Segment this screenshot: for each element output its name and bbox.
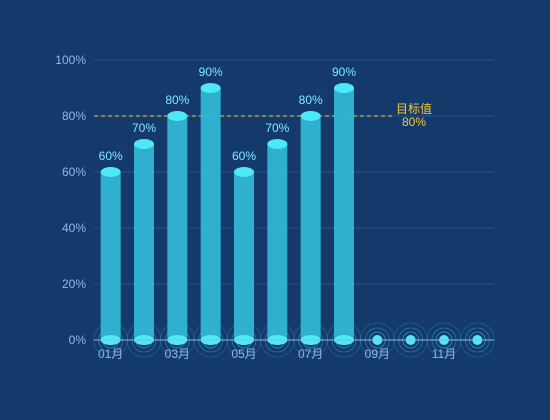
bar-top-cap: [300, 111, 321, 121]
bar-top-cap: [134, 139, 154, 149]
bars: 60% 70% 80% 90% 60% 70% 80% 90%: [99, 65, 356, 345]
bar-top-cap: [200, 83, 221, 93]
bar-top-cap: [234, 167, 254, 177]
bar-value-label: 70%: [265, 121, 289, 135]
bar-value-label: 80%: [299, 93, 323, 107]
y-tick-label: 40%: [62, 221, 86, 235]
y-tick-label: 60%: [62, 165, 86, 179]
x-tick-label: 11月: [432, 347, 456, 361]
bar-top-cap: [267, 139, 288, 149]
y-tick-label: 0%: [69, 333, 87, 347]
target-label: 目标值: [396, 101, 432, 116]
bar-value-label: 80%: [165, 93, 189, 107]
bar-value-label: 60%: [99, 149, 123, 163]
x-tick-label: 09月: [365, 347, 390, 361]
bar: [200, 88, 221, 340]
bar: [300, 116, 321, 340]
target-value-label: 80%: [402, 115, 426, 129]
bar: [234, 172, 254, 340]
bar-value-label: 90%: [199, 65, 223, 79]
x-tick-label: 05月: [231, 347, 256, 361]
y-axis-ticks: 0% 20% 40% 60% 80% 100%: [55, 53, 86, 347]
bar: [167, 116, 188, 340]
x-axis-ticks: 01月 03月 05月 07月 09月 11月: [98, 347, 456, 361]
y-tick-label: 20%: [62, 277, 86, 291]
bar-value-label: 90%: [332, 65, 356, 79]
bar-value-label: 60%: [232, 149, 256, 163]
bar: [334, 88, 354, 340]
bar-top-cap: [334, 83, 354, 93]
bar: [134, 144, 154, 340]
x-tick-label: 03月: [165, 347, 190, 361]
x-tick-label: 01月: [98, 347, 123, 361]
bar-top-cap: [100, 167, 121, 177]
y-tick-label: 80%: [62, 109, 86, 123]
bar-top-cap: [167, 111, 188, 121]
bar-value-label: 70%: [132, 121, 156, 135]
bar: [100, 172, 121, 340]
y-tick-label: 100%: [55, 53, 86, 67]
x-tick-label: 07月: [298, 347, 323, 361]
bar: [267, 144, 288, 340]
